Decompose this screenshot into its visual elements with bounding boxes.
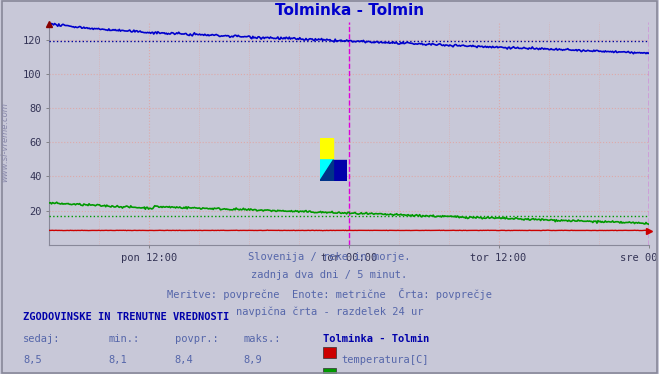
Text: 8,4: 8,4 [175, 355, 193, 365]
Title: Tolminka - Tolmin: Tolminka - Tolmin [275, 3, 424, 18]
Bar [320, 138, 333, 160]
Text: povpr.:: povpr.: [175, 334, 218, 344]
Polygon shape [320, 160, 333, 181]
Text: temperatura[C]: temperatura[C] [341, 355, 429, 365]
Bar [333, 160, 347, 181]
Text: min.:: min.: [109, 334, 140, 344]
Text: navpična črta - razdelek 24 ur: navpična črta - razdelek 24 ur [236, 306, 423, 317]
Text: 8,9: 8,9 [244, 355, 262, 365]
Text: Meritve: povprečne  Enote: metrične  Črta: povprečje: Meritve: povprečne Enote: metrične Črta:… [167, 288, 492, 300]
Text: ZGODOVINSKE IN TRENUTNE VREDNOSTI: ZGODOVINSKE IN TRENUTNE VREDNOSTI [23, 312, 229, 322]
Text: zadnja dva dni / 5 minut.: zadnja dva dni / 5 minut. [251, 270, 408, 280]
Text: Slovenija / reke in morje.: Slovenija / reke in morje. [248, 252, 411, 263]
Text: 8,1: 8,1 [109, 355, 127, 365]
Text: sedaj:: sedaj: [23, 334, 61, 344]
Text: Tolminka - Tolmin: Tolminka - Tolmin [323, 334, 429, 344]
Text: 8,5: 8,5 [23, 355, 42, 365]
Text: maks.:: maks.: [244, 334, 281, 344]
Polygon shape [320, 160, 333, 181]
Text: www.si-vreme.com: www.si-vreme.com [1, 102, 10, 182]
